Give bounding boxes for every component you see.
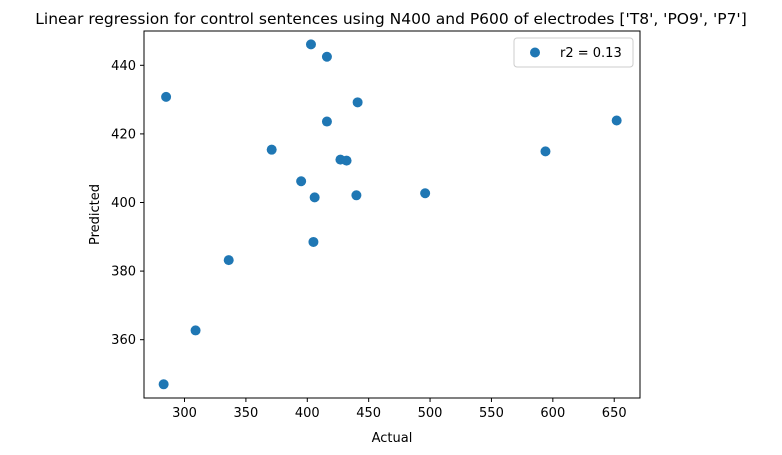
data-point [611,115,622,126]
chart-title: Linear regression for control sentences … [35,10,747,28]
x-tick-label: 650 [602,406,627,421]
data-point [308,236,319,247]
data-point [158,379,169,390]
data-point [296,176,307,187]
legend-marker [530,47,540,58]
x-tick-label: 550 [479,406,504,421]
y-axis: 360 380 400 420 440 [111,59,144,348]
data-points [158,39,622,390]
data-point [321,116,332,127]
data-point [540,146,551,157]
data-point [161,91,172,102]
data-point [309,192,320,203]
data-point [352,97,363,108]
data-point [266,144,277,155]
legend-box [513,37,634,68]
y-tick-label: 420 [111,127,136,142]
data-point [420,188,431,199]
y-tick-label: 360 [111,333,136,348]
x-tick-label: 600 [540,406,565,421]
x-tick-label: 450 [356,406,381,421]
data-point [223,255,234,266]
x-tick-label: 350 [233,406,258,421]
data-point [341,155,352,166]
x-tick-label: 500 [418,406,443,421]
y-tick-label: 440 [111,59,136,74]
data-point [305,39,316,50]
x-axis-title: Actual [372,431,413,446]
plot-frame [143,30,641,399]
data-point [351,190,362,201]
legend-label: r2 = 0.13 [560,46,622,61]
x-tick-label: 300 [172,406,197,421]
x-tick-label: 400 [295,406,320,421]
y-tick-label: 400 [111,196,136,211]
y-tick-label: 380 [111,265,136,280]
data-point [321,51,332,62]
data-point [190,325,201,336]
y-axis-title: Predicted [88,184,103,245]
x-axis: 300 350 400 450 500 550 600 650 [172,398,627,421]
legend: r2 = 0.13 [513,37,634,68]
